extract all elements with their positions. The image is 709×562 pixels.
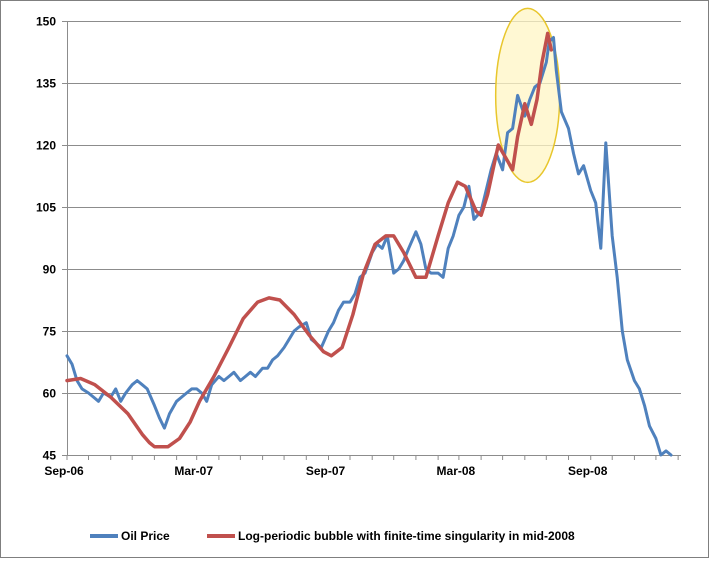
axes: 45 60 75 90 105 120 135 150 Sep-06 Mar-07 Sep-07 Ma…	[36, 15, 681, 478]
x-tick-label: Mar-07	[174, 464, 213, 478]
legend-label: Log-periodic bubble with finite-time sin…	[238, 529, 575, 543]
series-lines	[65, 31, 673, 457]
x-tick-label: Sep-06	[44, 464, 84, 478]
x-tick-label: Sep-07	[306, 464, 346, 478]
x-tick-label: Mar-08	[437, 464, 476, 478]
y-tick-label: 45	[43, 449, 57, 463]
y-tick-label: 150	[36, 15, 56, 29]
legend-label: Oil Price	[121, 529, 170, 543]
y-tick-label: 90	[43, 263, 57, 277]
legend: Oil Price Log-periodic bubble with finite…	[90, 529, 575, 543]
gridlines	[67, 21, 681, 456]
bubble-fit-line	[65, 31, 554, 449]
x-tick-label: Sep-08	[568, 464, 608, 478]
oil-price-line	[65, 36, 673, 457]
y-tick-label: 135	[36, 77, 56, 91]
y-tick-label: 105	[36, 201, 56, 215]
y-tick-label: 120	[36, 139, 56, 153]
y-tick-label: 60	[43, 387, 57, 401]
y-tick-label: 75	[43, 325, 57, 339]
